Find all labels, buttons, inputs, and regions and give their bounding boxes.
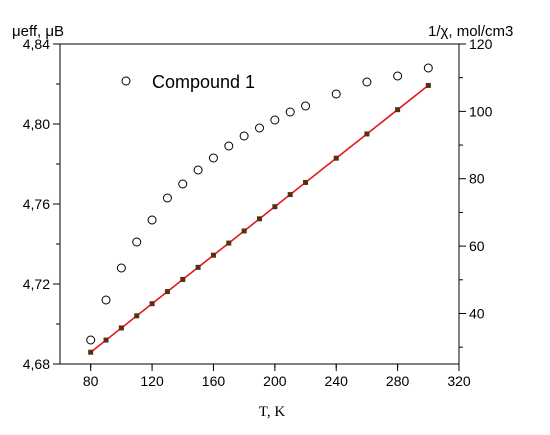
y-left-axis-label: μeff, μB xyxy=(12,23,64,40)
legend-marker-circle xyxy=(121,76,131,86)
susceptibility-point xyxy=(287,192,293,198)
susceptibility-point xyxy=(272,204,278,210)
y-left-tick-label: 4,80 xyxy=(23,116,50,132)
moment-point xyxy=(301,101,311,111)
moment-point xyxy=(116,263,126,273)
y-right-tick-label: 100 xyxy=(469,103,493,119)
susceptibility-point xyxy=(210,252,216,258)
effective-moment-points xyxy=(86,63,433,345)
moment-point xyxy=(255,123,264,133)
x-tick-label: 80 xyxy=(83,373,99,389)
x-tick-label: 120 xyxy=(140,373,164,389)
y-right-tick-label: 60 xyxy=(469,238,485,254)
moment-point xyxy=(393,71,403,81)
moment-point xyxy=(193,165,203,175)
susceptibility-point xyxy=(333,155,339,161)
moment-point xyxy=(362,77,372,87)
moment-point xyxy=(224,141,234,151)
y-left-tick-label: 4,68 xyxy=(23,356,50,372)
y-right-tick-label: 80 xyxy=(469,171,485,187)
susceptibility-point xyxy=(88,349,94,355)
inverse-susceptibility-points xyxy=(88,82,431,355)
susceptibility-point xyxy=(226,240,232,246)
y-left-tick-label: 4,76 xyxy=(23,196,50,212)
x-tick-label: 240 xyxy=(325,373,349,389)
susceptibility-point xyxy=(118,325,124,331)
moment-point xyxy=(178,179,188,189)
y-right-axis-ticks: 40 60 80 100 120 xyxy=(459,36,493,348)
x-tick-label: 320 xyxy=(447,373,471,389)
moment-point xyxy=(132,237,142,247)
moment-point xyxy=(86,335,96,345)
moment-point xyxy=(101,295,111,305)
moment-point xyxy=(285,107,295,117)
x-tick-label: 160 xyxy=(202,373,226,389)
legend: Compound 1 xyxy=(121,72,255,92)
y-left-tick-label: 4,84 xyxy=(23,36,50,52)
legend-label: Compound 1 xyxy=(152,72,255,92)
x-tick-label: 280 xyxy=(386,373,410,389)
moment-point xyxy=(423,63,433,73)
x-axis-label: T, K xyxy=(259,404,286,420)
susceptibility-point xyxy=(103,337,109,343)
moment-point xyxy=(270,115,280,125)
susceptibility-point xyxy=(195,264,201,270)
moment-point xyxy=(208,153,218,163)
y-right-tick-label: 40 xyxy=(469,305,485,321)
plot-area-frame xyxy=(59,43,460,365)
y-left-tick-label: 4,72 xyxy=(23,276,50,292)
moment-point xyxy=(162,193,172,203)
y-left-axis-ticks: 4,68 4,72 4,76 4,80 4,84 xyxy=(23,36,60,372)
moment-point xyxy=(147,215,157,225)
y-right-axis-label: 1/χ, mol/cm3 xyxy=(428,23,513,40)
plot-frame xyxy=(59,43,460,365)
susceptibility-point xyxy=(303,179,309,185)
moment-point xyxy=(331,89,341,99)
x-axis-ticks: 80 120 160 200 240 280 320 xyxy=(83,364,471,389)
susceptibility-point xyxy=(180,276,186,282)
x-tick-label: 200 xyxy=(263,373,287,389)
moment-point xyxy=(239,131,249,141)
susceptibility-point xyxy=(164,289,170,295)
y-right-tick-label: 120 xyxy=(469,36,493,52)
susceptibility-point xyxy=(364,131,370,137)
susceptibility-point xyxy=(134,313,140,319)
susceptibility-point xyxy=(241,228,247,234)
susceptibility-point xyxy=(257,216,262,222)
susceptibility-point xyxy=(149,301,155,307)
susceptibility-point xyxy=(425,82,431,88)
susceptibility-point xyxy=(395,107,401,113)
